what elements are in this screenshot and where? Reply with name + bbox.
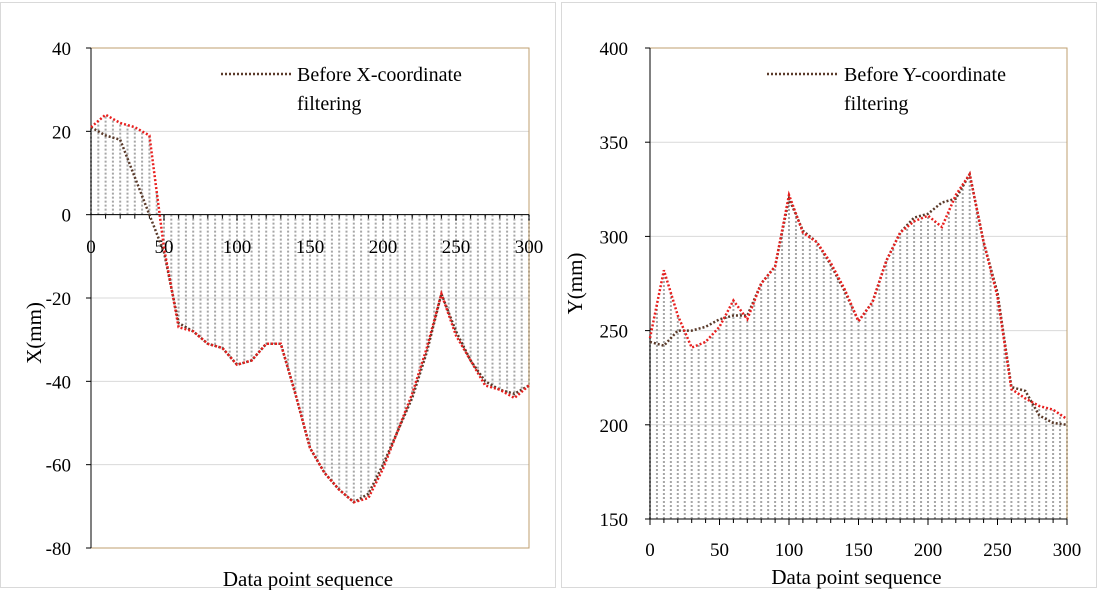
x-tick-label: 250 [983,540,1012,561]
chart-panel-y: 0 50 100 150 200 250 300 400 350 300 250 200 150 Data… [561,2,1097,589]
x-tick-label: 100 [775,540,804,561]
y-tick-label: -20 [46,289,71,310]
x-axis-label: Data point sequence [771,565,941,589]
legend-entry: Before Y-coordinate filtering [844,64,1006,115]
y-tick-label: 0 [62,206,72,227]
y-tick-label: 40 [52,39,71,60]
x-tick-label: 200 [914,540,943,561]
x-tick-label: 50 [710,540,729,561]
series-before-line [649,170,1068,427]
series-after-line [90,113,530,504]
y-tick-label: 20 [52,122,71,143]
y-tick-label: -60 [46,456,71,477]
x-tick-label: 0 [645,540,655,561]
x-tick-label: 200 [369,237,398,258]
x-tick-label: 250 [442,237,471,258]
legend-entry: Before X-coordinate filtering [297,64,462,115]
y-tick-label: 150 [600,510,629,531]
y-axis-label: X(mm) [22,302,46,364]
y-tick-label: 400 [600,39,629,60]
chart-y-svg: 0 50 100 150 200 250 300 400 350 300 250 200 150 Data… [563,39,1082,589]
x-tick-label: 300 [515,237,544,258]
x-tick-label: 150 [844,540,873,561]
y-axis-label: Y(mm) [563,253,587,315]
chart-x-svg: 0 50 100 150 200 250 30040200-20-40-60-80Data … [22,39,544,590]
x-tick-label: 100 [223,237,252,258]
y-tick-label: -80 [46,539,71,560]
y-tick-label: -40 [46,372,71,393]
chart-panel-x: 0 50 100 150 200 250 300 40 20 0 -20 -40 -60 -80 Data … [0,2,556,590]
y-tick-label: 250 [600,322,629,343]
x-axis-label: Data point sequence [223,567,393,590]
x-tick-label: 300 [1053,540,1082,561]
y-tick-label: 350 [600,133,629,154]
y-tick-label: 300 [600,227,629,248]
y-tick-label: 200 [600,416,629,437]
x-tick-label: 150 [296,237,325,258]
x-tick-label: 0 [86,237,96,258]
plot-frame [649,47,1068,520]
